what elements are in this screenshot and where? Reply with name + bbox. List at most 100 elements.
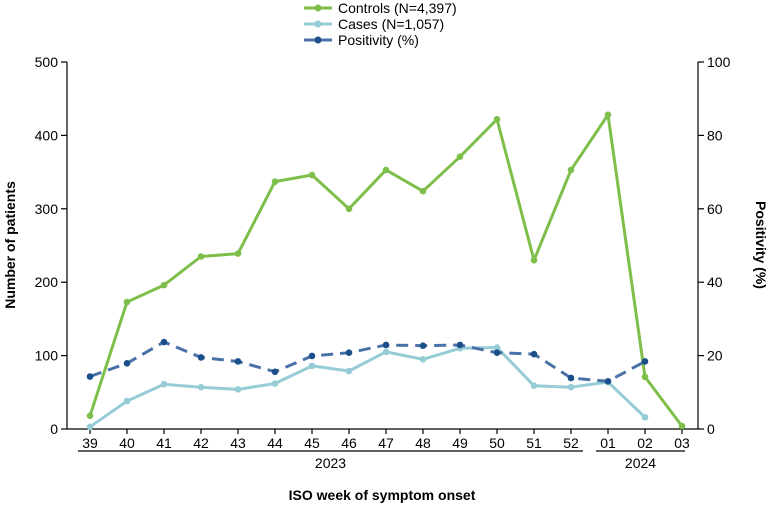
series-point-2	[530, 350, 538, 358]
x-ticks: 39 40 41 42 43 44 45 46 47 48 49 50 51 52 01 02 03	[82, 429, 690, 451]
series-point-0	[86, 412, 94, 420]
series-point-1	[530, 382, 538, 389]
x-tick-label: 42	[193, 435, 209, 451]
x-tick-label: 50	[489, 435, 505, 451]
left-y-tick-label: 300	[35, 201, 59, 217]
legend-marker-controls	[314, 4, 322, 12]
series-point-0	[197, 253, 205, 260]
series-line-1	[89, 346, 647, 429]
series-layer	[86, 111, 686, 431]
x-tick-label: 51	[526, 435, 542, 451]
x-tick-label: 39	[82, 435, 98, 451]
series-point-1	[86, 423, 94, 431]
x-tick-label: 46	[341, 435, 357, 451]
right-y-tick-label: 0	[707, 421, 715, 437]
series-point-2	[345, 349, 353, 356]
series-point-0	[493, 115, 501, 123]
series-point-0	[308, 171, 316, 179]
series-point-1	[641, 413, 649, 421]
series-point-1	[419, 355, 427, 363]
series-point-1	[271, 380, 279, 387]
left-y-axis-title: Number of patients	[2, 181, 18, 309]
x-axis-title: ISO week of symptom onset	[289, 487, 476, 503]
left-y-tick-label: 200	[35, 274, 59, 290]
series-point-1	[493, 344, 501, 351]
right-y-axis-title: Positivity (%)	[753, 201, 768, 289]
series-point-1	[123, 397, 131, 405]
x-tick-label: 47	[378, 435, 394, 451]
x-tick-label: 49	[452, 435, 468, 451]
legend-item-positivity: Positivity (%)	[304, 32, 419, 48]
x-tick-label: 03	[674, 435, 690, 451]
left-y-ticks: 0 100 200 300 400 500	[35, 54, 67, 437]
series-point-1	[197, 383, 205, 391]
series-point-2	[271, 368, 279, 376]
series-point-0	[678, 422, 686, 430]
series-point-0	[382, 166, 390, 174]
year-group-label: 2023	[315, 455, 346, 471]
series-line-2	[89, 340, 646, 383]
x-tick-label: 52	[563, 435, 579, 451]
series-point-0	[234, 250, 242, 257]
x-tick-label: 43	[230, 435, 246, 451]
series-point-1	[308, 362, 316, 370]
left-y-tick-label: 100	[35, 348, 59, 364]
series-point-0	[456, 153, 464, 160]
year-groups: 2023 2024	[78, 450, 685, 471]
series-point-1	[234, 386, 242, 393]
series-point-1	[160, 380, 168, 388]
series-point-2	[160, 338, 168, 346]
series-point-2	[604, 377, 612, 385]
series-point-2	[86, 373, 94, 380]
series-point-2	[567, 374, 575, 382]
x-tick-label: 44	[267, 435, 283, 451]
right-y-tick-label: 100	[707, 54, 731, 70]
series-point-2	[234, 358, 242, 365]
series-line-0	[88, 113, 684, 428]
series-point-2	[382, 341, 390, 349]
left-y-tick-label: 400	[35, 127, 59, 143]
right-y-tick-label: 40	[707, 274, 723, 290]
series-point-2	[419, 342, 427, 349]
x-tick-label: 02	[637, 435, 653, 451]
series-point-0	[604, 111, 612, 119]
x-tick-label: 01	[600, 435, 616, 451]
legend-label-positivity: Positivity (%)	[338, 32, 419, 48]
series-point-0	[641, 373, 649, 381]
series-point-1	[382, 348, 390, 356]
right-y-tick-label: 80	[707, 127, 723, 143]
legend-item-controls: Controls (N=4,397)	[304, 0, 457, 16]
left-y-tick-label: 0	[50, 421, 58, 437]
left-y-tick-label: 500	[35, 54, 59, 70]
right-y-ticks: 0 20 40 60 80 100	[698, 54, 731, 437]
legend-label-controls: Controls (N=4,397)	[338, 0, 457, 16]
series-point-2	[493, 349, 501, 356]
series-point-0	[345, 205, 353, 213]
x-tick-label: 41	[156, 435, 172, 451]
x-tick-label: 40	[119, 435, 135, 451]
series-point-0	[123, 298, 131, 306]
series-point-0	[160, 281, 168, 289]
legend-item-cases: Cases (N=1,057)	[304, 16, 444, 32]
series-point-1	[567, 383, 575, 391]
series-point-1	[345, 367, 353, 375]
right-y-tick-label: 20	[707, 348, 723, 364]
legend-marker-cases	[314, 20, 322, 28]
legend-marker-positivity	[314, 36, 322, 44]
series-point-0	[419, 187, 427, 195]
legend-label-cases: Cases (N=1,057)	[338, 16, 444, 32]
series-point-2	[197, 354, 205, 361]
x-tick-label: 45	[304, 435, 320, 451]
legend: Controls (N=4,397) Cases (N=1,057) Posit…	[304, 0, 457, 48]
x-tick-label: 48	[415, 435, 431, 451]
series-point-2	[456, 341, 464, 349]
series-point-2	[308, 352, 316, 360]
series-point-0	[567, 166, 575, 174]
year-group-label: 2024	[625, 455, 656, 471]
right-y-tick-label: 60	[707, 201, 723, 217]
series-point-0	[530, 256, 538, 264]
series-point-0	[271, 178, 279, 185]
series-point-2	[123, 360, 131, 367]
